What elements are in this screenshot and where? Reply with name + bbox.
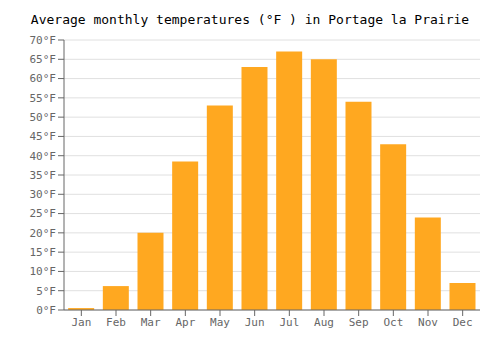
svg-text:10°F: 10°F bbox=[30, 265, 57, 278]
svg-text:Sep: Sep bbox=[349, 316, 369, 329]
svg-text:20°F: 20°F bbox=[30, 227, 57, 240]
svg-text:Feb: Feb bbox=[106, 316, 126, 329]
svg-text:60°F: 60°F bbox=[30, 72, 57, 85]
svg-text:Jan: Jan bbox=[71, 316, 91, 329]
svg-text:Oct: Oct bbox=[383, 316, 403, 329]
svg-text:65°F: 65°F bbox=[30, 53, 57, 66]
svg-text:45°F: 45°F bbox=[30, 130, 57, 143]
html-text:Average monthly temperatures (: Average monthly temperatures (°F ) in Po… bbox=[30, 12, 470, 27]
svg-text:Jun: Jun bbox=[245, 316, 265, 329]
svg-text:Aug: Aug bbox=[314, 316, 334, 329]
svg-text:Jul: Jul bbox=[279, 316, 299, 329]
svg-text:Nov: Nov bbox=[418, 316, 438, 329]
svg-text:Apr: Apr bbox=[175, 316, 195, 329]
svg-text:50°F: 50°F bbox=[30, 111, 57, 124]
svg-text:May: May bbox=[210, 316, 230, 329]
svg-text:Mar: Mar bbox=[141, 316, 161, 329]
svg-text:35°F: 35°F bbox=[30, 169, 57, 182]
svg-text:15°F: 15°F bbox=[30, 246, 57, 259]
svg-text:70°F: 70°F bbox=[30, 34, 57, 47]
svg-text:30°F: 30°F bbox=[30, 188, 57, 201]
svg-text:Dec: Dec bbox=[453, 316, 473, 329]
svg-text:5°F: 5°F bbox=[36, 285, 56, 298]
svg-text:25°F: 25°F bbox=[30, 207, 57, 220]
svg-text:40°F: 40°F bbox=[30, 150, 57, 163]
svg-text:0°F: 0°F bbox=[36, 304, 56, 317]
svg-text:55°F: 55°F bbox=[30, 92, 57, 105]
